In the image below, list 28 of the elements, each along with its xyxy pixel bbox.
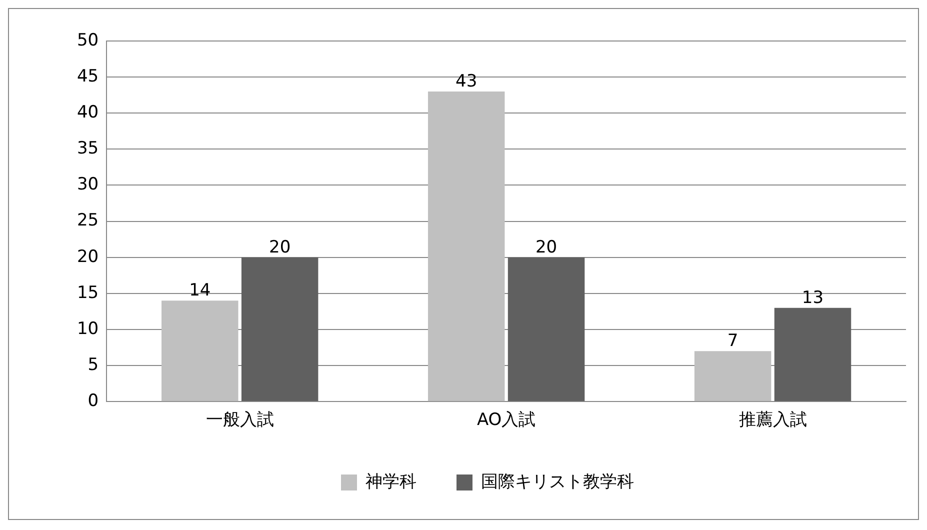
data-label: 20	[269, 237, 291, 258]
y-tick-label: 10	[76, 318, 99, 339]
bar	[774, 308, 852, 402]
y-tick-label: 40	[76, 102, 99, 123]
x-tick-label: 一般入試	[206, 410, 274, 430]
bar	[694, 351, 772, 402]
legend-label: 神学科	[366, 472, 416, 492]
bar	[428, 91, 505, 402]
y-tick-label: 50	[76, 30, 99, 50]
y-tick-label: 5	[88, 354, 99, 375]
y-tick-label: 0	[88, 391, 99, 412]
legend-label: 国際キリスト教学科	[481, 472, 634, 492]
x-tick-label: 推薦入試	[738, 410, 807, 430]
x-tick-label: AO入試	[476, 410, 536, 430]
bar	[241, 257, 318, 402]
y-tick-label: 20	[76, 246, 99, 267]
bar	[508, 257, 585, 402]
data-label: 7	[727, 331, 738, 352]
y-tick-label: 30	[76, 174, 99, 195]
y-tick-label: 45	[76, 66, 99, 86]
y-tick-label: 35	[76, 138, 99, 159]
y-tick-label: 15	[76, 282, 99, 303]
y-tick-label: 25	[76, 210, 99, 231]
data-label: 13	[802, 288, 824, 308]
bar	[162, 300, 238, 402]
data-label: 14	[189, 280, 211, 301]
data-label: 20	[535, 237, 558, 258]
data-label: 43	[456, 71, 478, 92]
